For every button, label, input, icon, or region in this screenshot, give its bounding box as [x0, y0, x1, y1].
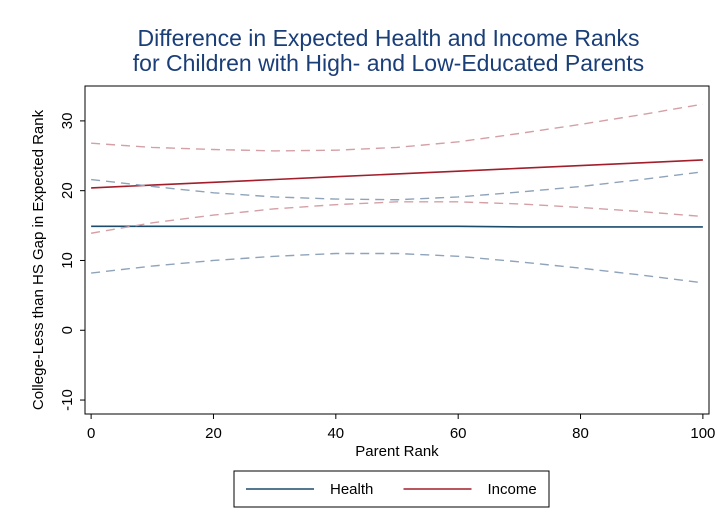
series-line-confidence-band-4	[91, 103, 703, 152]
plot-area	[84, 85, 710, 415]
y-tick-label: 10	[59, 252, 76, 269]
legend-label-health: Health	[330, 481, 373, 498]
x-tick-label: 40	[327, 425, 344, 442]
x-axis-title: Parent Rank	[355, 443, 439, 460]
series-line-confidence-band-5	[91, 201, 703, 234]
legend: Health Income	[233, 470, 550, 508]
x-tick-label: 0	[87, 425, 95, 442]
y-axis-title: College-Less than HS Gap in Expected Ran…	[30, 109, 47, 410]
series-line-health	[91, 225, 703, 228]
y-tick-label: 30	[59, 113, 76, 130]
y-tick-label: 0	[59, 326, 76, 334]
series-line-confidence-band-2	[91, 171, 703, 201]
chart-title-line-2: for Children with High- and Low-Educated…	[132, 50, 645, 76]
legend-label-income: Income	[488, 481, 537, 498]
x-tick-label: 60	[450, 425, 467, 442]
x-tick-label: 20	[205, 425, 222, 442]
x-tick-label: 100	[690, 425, 715, 442]
series-line-confidence-band-3	[91, 252, 703, 284]
series-line-income	[91, 159, 703, 189]
y-tick-label: 20	[59, 182, 76, 199]
x-tick-label: 80	[572, 425, 589, 442]
chart-title-line-1: Difference in Expected Health and Income…	[137, 25, 640, 51]
y-tick-label: -10	[59, 389, 76, 411]
